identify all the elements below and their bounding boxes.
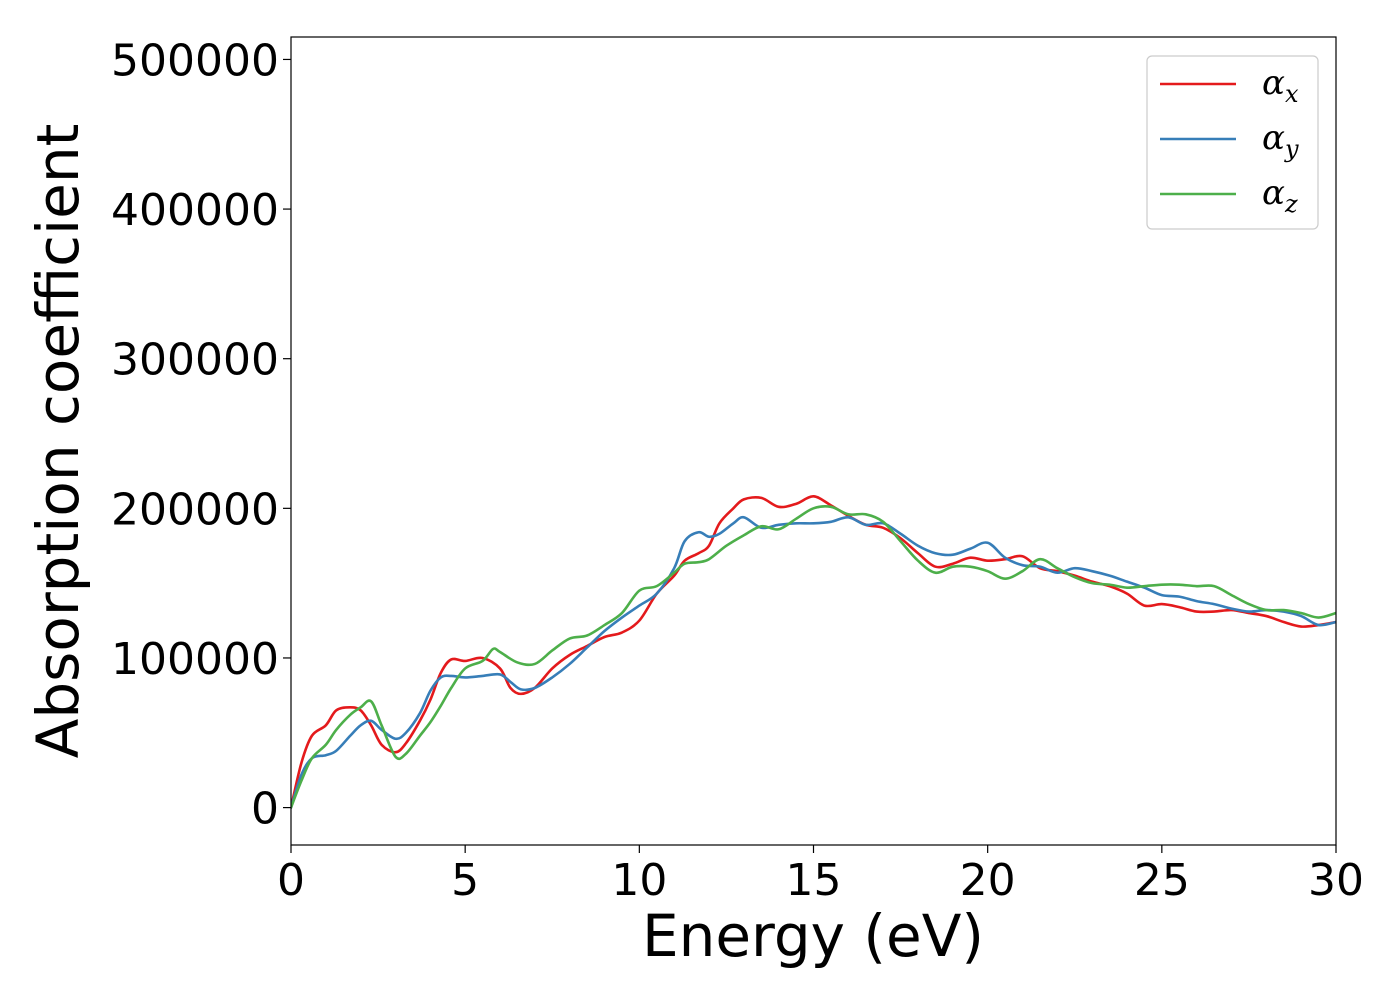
x-tick-label: 0 [277, 855, 305, 906]
y-tick-label: 0 [251, 784, 279, 835]
x-tick-label: 15 [786, 855, 842, 906]
y-tick-label: 400000 [111, 185, 279, 236]
legend-box [1146, 55, 1319, 230]
x-axis: 0 5 10 15 20 25 30 [277, 845, 1364, 906]
x-tick-label: 20 [960, 855, 1016, 906]
y-tick-label: 300000 [111, 335, 279, 386]
y-axis-label: Absorption coefficient [24, 124, 92, 759]
x-tick-label: 10 [611, 855, 667, 906]
series-layer [291, 495, 1336, 809]
x-tick-label: 5 [451, 855, 479, 906]
x-tick-label: 25 [1134, 855, 1190, 906]
series-line-alpha-x [291, 495, 1336, 809]
y-tick-label: 200000 [111, 484, 279, 535]
x-axis-label: Energy (eV) [642, 902, 984, 970]
y-tick-label: 100000 [111, 634, 279, 685]
series-line-alpha-z [291, 505, 1336, 809]
x-tick-label: 30 [1308, 855, 1364, 906]
y-axis: 0 100000 200000 300000 400000 500000 [111, 35, 291, 835]
y-tick-label: 500000 [111, 35, 279, 86]
